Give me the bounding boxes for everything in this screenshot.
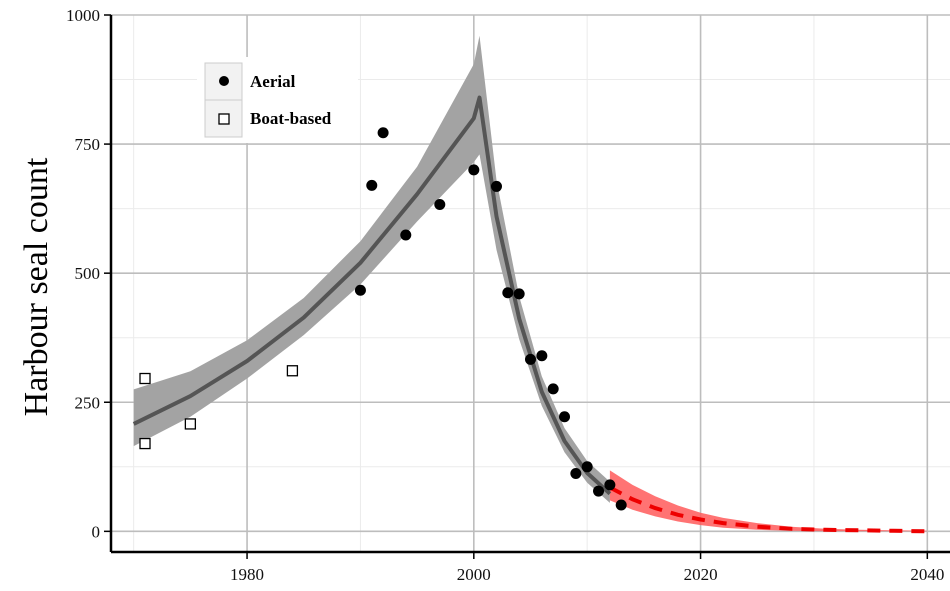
point-boat-based — [184, 418, 197, 430]
point-aerial — [502, 287, 514, 299]
data-points — [139, 127, 627, 511]
point-aerial — [615, 499, 627, 511]
point-boat-based — [139, 437, 151, 450]
y-tick-label: 0 — [92, 522, 101, 541]
point-boat-based — [139, 372, 151, 385]
confidence-bands — [133, 35, 928, 532]
legend-marker-boat-based — [218, 113, 230, 125]
y-tick-label: 500 — [75, 264, 101, 283]
point-aerial — [400, 229, 412, 241]
point-aerial — [559, 411, 571, 423]
point-aerial — [366, 179, 378, 191]
x-tick-label: 2000 — [457, 565, 491, 584]
legend-label-boat-based: Boat-based — [250, 109, 332, 128]
point-aerial — [593, 485, 605, 497]
y-tick-label: 1000 — [66, 6, 100, 25]
point-aerial — [468, 164, 480, 176]
point-boat-based — [286, 365, 299, 377]
point-aerial — [536, 350, 548, 362]
tick-labels: 0 250 500 750 1000 1980 2000 2020 2040 — [66, 6, 944, 584]
axes — [104, 14, 950, 559]
x-tick-label: 2040 — [910, 565, 944, 584]
fit-lines — [132, 95, 928, 534]
point-aerial — [434, 198, 446, 210]
point-aerial — [513, 288, 525, 300]
x-tick-label: 2020 — [684, 565, 718, 584]
point-aerial — [604, 479, 616, 491]
projection-confidence-band — [609, 470, 928, 532]
x-tick-label: 1980 — [230, 565, 264, 584]
point-aerial — [525, 353, 536, 365]
projection-line — [608, 485, 928, 534]
point-aerial — [490, 180, 502, 192]
legend-marker-aerial — [219, 76, 229, 86]
point-aerial — [354, 284, 366, 296]
fit-line — [132, 95, 612, 496]
legend-item-boat-based: Boat-based — [204, 99, 332, 138]
point-aerial — [581, 461, 593, 473]
y-axis-label: Harbour seal count — [18, 157, 55, 416]
legend-label-aerial: Aerial — [250, 72, 296, 91]
point-aerial — [570, 468, 582, 480]
y-tick-label: 250 — [75, 393, 101, 412]
y-tick-label: 750 — [75, 135, 101, 154]
point-aerial — [377, 127, 389, 139]
fit-confidence-band — [133, 35, 610, 503]
legend: Aerial Boat-based — [197, 57, 358, 143]
point-aerial — [547, 383, 559, 395]
